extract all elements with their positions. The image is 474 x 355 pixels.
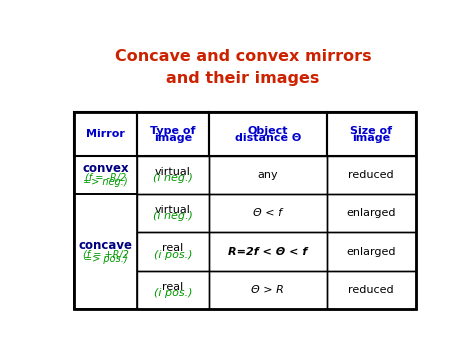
Bar xyxy=(327,194,416,233)
Text: (i neg.): (i neg.) xyxy=(153,212,193,222)
Bar xyxy=(327,233,416,271)
Text: R=2f < Θ < f: R=2f < Θ < f xyxy=(228,247,308,257)
Bar xyxy=(137,233,209,271)
Text: real: real xyxy=(163,243,183,253)
Bar xyxy=(137,271,209,309)
Text: => pos.): => pos.) xyxy=(84,254,128,264)
Text: image: image xyxy=(352,132,390,142)
Text: reduced: reduced xyxy=(348,170,394,180)
Bar xyxy=(137,112,209,155)
Text: distance Θ: distance Θ xyxy=(235,132,301,142)
Bar xyxy=(74,112,416,309)
Text: image: image xyxy=(154,132,192,142)
Bar xyxy=(74,155,137,194)
Text: real: real xyxy=(163,282,183,292)
Bar xyxy=(209,233,327,271)
Text: reduced: reduced xyxy=(348,285,394,295)
Bar xyxy=(209,112,327,155)
Bar xyxy=(74,194,137,309)
Text: (i pos.): (i pos.) xyxy=(154,288,192,298)
Text: Mirror: Mirror xyxy=(86,129,125,139)
Text: Θ < f: Θ < f xyxy=(253,208,283,218)
Text: convex: convex xyxy=(82,162,129,175)
Text: Type of: Type of xyxy=(150,126,196,136)
Bar xyxy=(137,155,209,194)
Text: and their images: and their images xyxy=(166,71,319,86)
Bar xyxy=(327,155,416,194)
Text: (f = -R/2: (f = -R/2 xyxy=(85,173,126,182)
Text: (f = +R/2: (f = +R/2 xyxy=(82,249,128,259)
Text: virtual: virtual xyxy=(155,205,191,215)
Text: => neg.): => neg.) xyxy=(83,178,128,187)
Bar xyxy=(327,271,416,309)
Text: any: any xyxy=(257,170,278,180)
Text: concave: concave xyxy=(79,239,133,252)
Bar xyxy=(137,194,209,233)
Text: Object: Object xyxy=(247,126,288,136)
Text: enlarged: enlarged xyxy=(346,208,396,218)
Text: Size of: Size of xyxy=(350,126,392,136)
Bar xyxy=(209,155,327,194)
Bar xyxy=(209,194,327,233)
Bar xyxy=(327,112,416,155)
Text: Θ > R: Θ > R xyxy=(251,285,284,295)
Text: enlarged: enlarged xyxy=(346,247,396,257)
Text: virtual: virtual xyxy=(155,166,191,176)
Bar xyxy=(209,271,327,309)
Bar xyxy=(74,112,137,155)
Text: (i neg.): (i neg.) xyxy=(153,173,193,183)
Text: (i pos.): (i pos.) xyxy=(154,250,192,260)
Text: Concave and convex mirrors: Concave and convex mirrors xyxy=(115,49,371,65)
